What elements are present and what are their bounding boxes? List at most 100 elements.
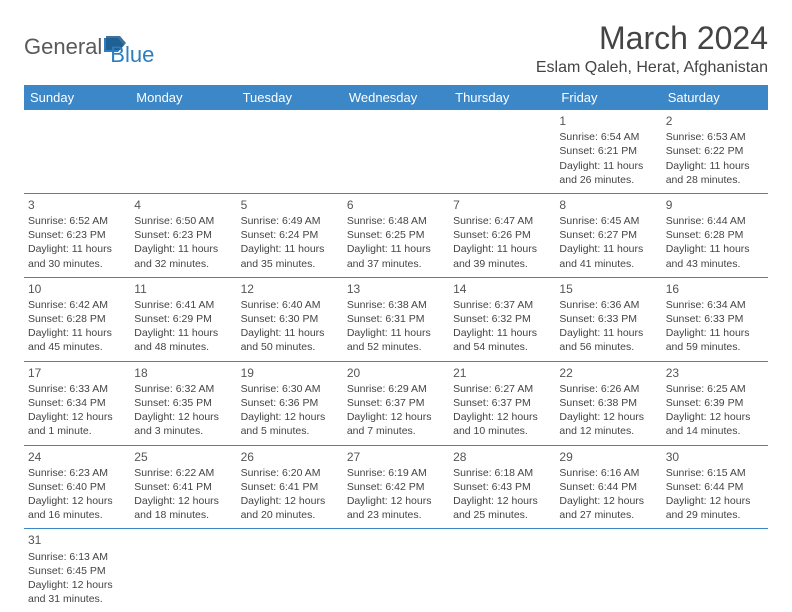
calendar-body: 1Sunrise: 6:54 AMSunset: 6:21 PMDaylight… bbox=[24, 110, 768, 612]
sunset-text: Sunset: 6:45 PM bbox=[28, 564, 126, 578]
daylight-text: Daylight: 11 hours and 30 minutes. bbox=[28, 242, 126, 270]
calendar-cell: 9Sunrise: 6:44 AMSunset: 6:28 PMDaylight… bbox=[662, 193, 768, 277]
day-number: 3 bbox=[28, 197, 126, 213]
logo: General Blue bbox=[24, 20, 154, 68]
weekday-header-row: Sunday Monday Tuesday Wednesday Thursday… bbox=[24, 85, 768, 110]
sunrise-text: Sunrise: 6:16 AM bbox=[559, 466, 657, 480]
daylight-text: Daylight: 11 hours and 56 minutes. bbox=[559, 326, 657, 354]
sunrise-text: Sunrise: 6:38 AM bbox=[347, 298, 445, 312]
day-number: 24 bbox=[28, 449, 126, 465]
day-number: 4 bbox=[134, 197, 232, 213]
day-number: 5 bbox=[241, 197, 339, 213]
day-number: 22 bbox=[559, 365, 657, 381]
sunset-text: Sunset: 6:27 PM bbox=[559, 228, 657, 242]
daylight-text: Daylight: 12 hours and 27 minutes. bbox=[559, 494, 657, 522]
day-number: 13 bbox=[347, 281, 445, 297]
daylight-text: Daylight: 12 hours and 23 minutes. bbox=[347, 494, 445, 522]
sunrise-text: Sunrise: 6:30 AM bbox=[241, 382, 339, 396]
day-number: 10 bbox=[28, 281, 126, 297]
sunrise-text: Sunrise: 6:44 AM bbox=[666, 214, 764, 228]
calendar-cell: 24Sunrise: 6:23 AMSunset: 6:40 PMDayligh… bbox=[24, 445, 130, 529]
calendar-cell bbox=[662, 529, 768, 612]
sunset-text: Sunset: 6:42 PM bbox=[347, 480, 445, 494]
sunset-text: Sunset: 6:40 PM bbox=[28, 480, 126, 494]
sunset-text: Sunset: 6:30 PM bbox=[241, 312, 339, 326]
daylight-text: Daylight: 11 hours and 28 minutes. bbox=[666, 159, 764, 187]
day-number: 26 bbox=[241, 449, 339, 465]
calendar-cell: 29Sunrise: 6:16 AMSunset: 6:44 PMDayligh… bbox=[555, 445, 661, 529]
sunset-text: Sunset: 6:39 PM bbox=[666, 396, 764, 410]
calendar-cell: 3Sunrise: 6:52 AMSunset: 6:23 PMDaylight… bbox=[24, 193, 130, 277]
calendar-cell bbox=[24, 110, 130, 193]
sunset-text: Sunset: 6:41 PM bbox=[241, 480, 339, 494]
sunrise-text: Sunrise: 6:19 AM bbox=[347, 466, 445, 480]
sunrise-text: Sunrise: 6:49 AM bbox=[241, 214, 339, 228]
day-number: 7 bbox=[453, 197, 551, 213]
sunrise-text: Sunrise: 6:45 AM bbox=[559, 214, 657, 228]
sunset-text: Sunset: 6:26 PM bbox=[453, 228, 551, 242]
calendar-cell: 23Sunrise: 6:25 AMSunset: 6:39 PMDayligh… bbox=[662, 361, 768, 445]
sunset-text: Sunset: 6:24 PM bbox=[241, 228, 339, 242]
day-number: 1 bbox=[559, 113, 657, 129]
calendar-cell: 25Sunrise: 6:22 AMSunset: 6:41 PMDayligh… bbox=[130, 445, 236, 529]
calendar-cell bbox=[555, 529, 661, 612]
logo-general: General bbox=[24, 34, 102, 60]
sunrise-text: Sunrise: 6:54 AM bbox=[559, 130, 657, 144]
day-number: 18 bbox=[134, 365, 232, 381]
daylight-text: Daylight: 11 hours and 52 minutes. bbox=[347, 326, 445, 354]
calendar-cell: 5Sunrise: 6:49 AMSunset: 6:24 PMDaylight… bbox=[237, 193, 343, 277]
daylight-text: Daylight: 11 hours and 43 minutes. bbox=[666, 242, 764, 270]
day-number: 2 bbox=[666, 113, 764, 129]
day-number: 23 bbox=[666, 365, 764, 381]
calendar-row: 10Sunrise: 6:42 AMSunset: 6:28 PM Dayligh… bbox=[24, 277, 768, 361]
calendar-cell: 6Sunrise: 6:48 AMSunset: 6:25 PMDaylight… bbox=[343, 193, 449, 277]
sunrise-text: Sunrise: 6:22 AM bbox=[134, 466, 232, 480]
daylight-text: Daylight: 11 hours and 39 minutes. bbox=[453, 242, 551, 270]
sunset-text: Sunset: 6:43 PM bbox=[453, 480, 551, 494]
daylight-text: Daylight: 11 hours and 37 minutes. bbox=[347, 242, 445, 270]
sunset-text: Sunset: 6:37 PM bbox=[347, 396, 445, 410]
sunrise-text: Sunrise: 6:42 AM bbox=[28, 298, 126, 312]
sunset-text: Sunset: 6:22 PM bbox=[666, 144, 764, 158]
daylight-text: Daylight: 11 hours and 32 minutes. bbox=[134, 242, 232, 270]
sunrise-text: Sunrise: 6:52 AM bbox=[28, 214, 126, 228]
day-number: 30 bbox=[666, 449, 764, 465]
logo-blue: Blue bbox=[110, 42, 154, 67]
sunset-text: Sunset: 6:36 PM bbox=[241, 396, 339, 410]
sunset-text: Sunset: 6:44 PM bbox=[666, 480, 764, 494]
calendar-cell: 12Sunrise: 6:40 AMSunset: 6:30 PMDayligh… bbox=[237, 277, 343, 361]
sunrise-text: Sunrise: 6:13 AM bbox=[28, 550, 126, 564]
calendar-cell: 28Sunrise: 6:18 AMSunset: 6:43 PMDayligh… bbox=[449, 445, 555, 529]
month-title: March 2024 bbox=[536, 20, 768, 57]
sunset-text: Sunset: 6:33 PM bbox=[666, 312, 764, 326]
daylight-text: Daylight: 11 hours and 50 minutes. bbox=[241, 326, 339, 354]
daylight-text: Daylight: 11 hours and 35 minutes. bbox=[241, 242, 339, 270]
sunrise-text: Sunrise: 6:53 AM bbox=[666, 130, 764, 144]
sunset-text: Sunset: 6:33 PM bbox=[559, 312, 657, 326]
calendar-cell: 2Sunrise: 6:53 AMSunset: 6:22 PMDaylight… bbox=[662, 110, 768, 193]
calendar-row: 24Sunrise: 6:23 AMSunset: 6:40 PMDayligh… bbox=[24, 445, 768, 529]
sunrise-text: Sunrise: 6:32 AM bbox=[134, 382, 232, 396]
calendar-cell: 8Sunrise: 6:45 AMSunset: 6:27 PMDaylight… bbox=[555, 193, 661, 277]
sunset-text: Sunset: 6:28 PM bbox=[28, 312, 126, 326]
day-number: 19 bbox=[241, 365, 339, 381]
weekday-sun: Sunday bbox=[24, 85, 130, 110]
sunrise-text: Sunrise: 6:33 AM bbox=[28, 382, 126, 396]
calendar-cell bbox=[343, 110, 449, 193]
daylight-text: Daylight: 12 hours and 29 minutes. bbox=[666, 494, 764, 522]
sunset-text: Sunset: 6:28 PM bbox=[666, 228, 764, 242]
sunrise-text: Sunrise: 6:41 AM bbox=[134, 298, 232, 312]
weekday-thu: Thursday bbox=[449, 85, 555, 110]
daylight-text: Daylight: 11 hours and 41 minutes. bbox=[559, 242, 657, 270]
calendar-row: 31Sunrise: 6:13 AMSunset: 6:45 PMDayligh… bbox=[24, 529, 768, 612]
daylight-text: Daylight: 12 hours and 18 minutes. bbox=[134, 494, 232, 522]
day-number: 9 bbox=[666, 197, 764, 213]
day-number: 27 bbox=[347, 449, 445, 465]
calendar-cell bbox=[449, 110, 555, 193]
title-block: March 2024 Eslam Qaleh, Herat, Afghanist… bbox=[536, 20, 768, 77]
day-number: 17 bbox=[28, 365, 126, 381]
calendar-cell: 30Sunrise: 6:15 AMSunset: 6:44 PMDayligh… bbox=[662, 445, 768, 529]
weekday-sat: Saturday bbox=[662, 85, 768, 110]
day-number: 16 bbox=[666, 281, 764, 297]
calendar-row: 17Sunrise: 6:33 AMSunset: 6:34 PMDayligh… bbox=[24, 361, 768, 445]
